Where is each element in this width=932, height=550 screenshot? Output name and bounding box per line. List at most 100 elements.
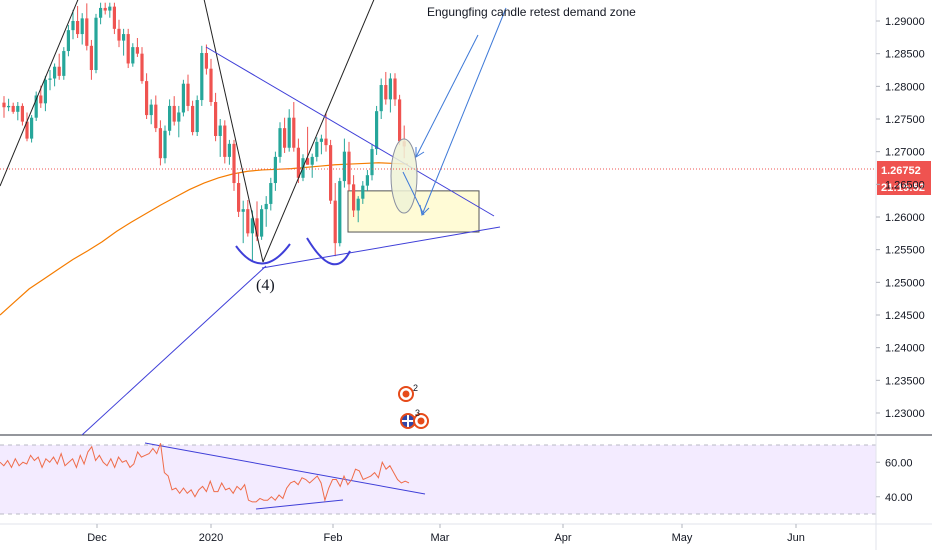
candle xyxy=(287,109,291,152)
candle xyxy=(20,103,24,126)
candle-body xyxy=(66,30,70,52)
candle-body xyxy=(11,105,15,112)
rsi-tick-label: 40.00 xyxy=(885,492,913,504)
candle-body xyxy=(246,209,250,234)
candle xyxy=(329,139,333,204)
candle-body xyxy=(89,45,93,70)
candle-body xyxy=(324,138,328,146)
price-tick-label: 1.27000 xyxy=(885,147,925,159)
triangle-upper-line[interactable] xyxy=(205,46,495,217)
candle xyxy=(112,2,116,35)
drawings-layer xyxy=(0,0,507,436)
rsi-trend-lower[interactable] xyxy=(255,499,344,510)
wave-label[interactable]: (4) xyxy=(256,277,275,294)
candle-body xyxy=(204,53,208,69)
candle xyxy=(76,5,80,38)
candle xyxy=(292,102,296,152)
candle xyxy=(103,2,107,15)
candle-body xyxy=(99,7,103,18)
event-marker-ch[interactable]: 2 xyxy=(398,383,418,402)
candle xyxy=(204,44,208,75)
price-axis[interactable]: 1.29000 1.28500 1.28000 1.27500 1.27000 1.265… xyxy=(876,16,925,420)
candle xyxy=(260,205,264,240)
candle xyxy=(250,210,254,261)
candle-body xyxy=(361,185,365,199)
candle-body xyxy=(352,184,356,211)
candle-body xyxy=(227,143,231,157)
countdown-tag-bg xyxy=(877,178,931,195)
candle-body xyxy=(122,34,126,41)
candle xyxy=(66,24,70,57)
price-tick-label: 1.27500 xyxy=(885,114,925,126)
candle xyxy=(200,45,204,106)
triangle-lower-line[interactable] xyxy=(261,226,501,269)
candle-body xyxy=(241,209,245,212)
candle xyxy=(122,28,126,56)
candle-body xyxy=(39,95,43,104)
event-count-1: 2 xyxy=(413,383,418,393)
candle-body xyxy=(43,79,47,104)
event-count-2: 3 xyxy=(415,408,420,418)
candle-body xyxy=(112,6,116,29)
long-trend-line[interactable] xyxy=(81,265,267,436)
candle xyxy=(393,73,397,106)
price-tick-label: 1.24500 xyxy=(885,310,925,322)
candle-body xyxy=(168,105,172,131)
candle-body xyxy=(209,68,213,103)
candle xyxy=(43,75,47,112)
candle xyxy=(34,91,38,121)
event-marker-uk[interactable]: 3 xyxy=(400,408,429,429)
candle xyxy=(273,151,277,191)
candle-body xyxy=(135,47,139,54)
price-tick-label: 1.23500 xyxy=(885,375,925,387)
candle xyxy=(131,43,135,67)
candle xyxy=(264,196,268,227)
candle xyxy=(306,126,310,165)
candle-body xyxy=(7,105,11,108)
steep-line-1 xyxy=(203,0,264,263)
bottom-curve-1 xyxy=(235,243,291,265)
candle xyxy=(89,39,93,80)
candle-body xyxy=(292,117,296,148)
candle-body xyxy=(329,145,333,201)
candle xyxy=(296,138,300,184)
candle-body xyxy=(342,151,346,182)
annotation-text[interactable]: Engungfing candle retest demand zone xyxy=(427,5,636,19)
candle-body xyxy=(223,125,227,157)
time-axis[interactable]: Dec 2020 Feb Mar Apr May Jun xyxy=(87,524,805,544)
candle-body xyxy=(370,149,374,176)
candle xyxy=(25,112,29,142)
candle xyxy=(53,63,57,87)
candle xyxy=(342,138,346,188)
candle-body xyxy=(264,203,268,210)
price-tick-label: 1.29000 xyxy=(885,16,925,28)
candle xyxy=(85,3,89,51)
candle-body xyxy=(30,117,34,139)
candle-body xyxy=(375,111,379,150)
candle-body xyxy=(177,112,181,122)
candle-body xyxy=(94,17,98,70)
candle xyxy=(163,125,167,164)
bottom-curve-2 xyxy=(306,237,351,266)
moving-average-line xyxy=(0,162,409,316)
candles-layer xyxy=(2,2,406,261)
candle-body xyxy=(163,130,167,159)
candle-body xyxy=(218,125,222,136)
candle xyxy=(158,120,162,166)
candle-body xyxy=(356,198,360,211)
candle-body xyxy=(140,53,144,82)
candle-body xyxy=(398,99,402,142)
rsi-tick-label: 60.00 xyxy=(885,457,913,469)
candle xyxy=(398,94,402,146)
candle-body xyxy=(158,128,162,159)
candle xyxy=(269,177,273,211)
candle-body xyxy=(306,158,310,165)
time-tick-label: Apr xyxy=(554,532,571,544)
rsi-axis[interactable]: 60.00 40.00 xyxy=(876,457,913,504)
rsi-trend-upper[interactable] xyxy=(144,442,426,495)
price-tick-label: 1.25500 xyxy=(885,245,925,257)
candle xyxy=(181,79,185,117)
candle-body xyxy=(62,51,66,76)
candle-body xyxy=(80,18,84,35)
